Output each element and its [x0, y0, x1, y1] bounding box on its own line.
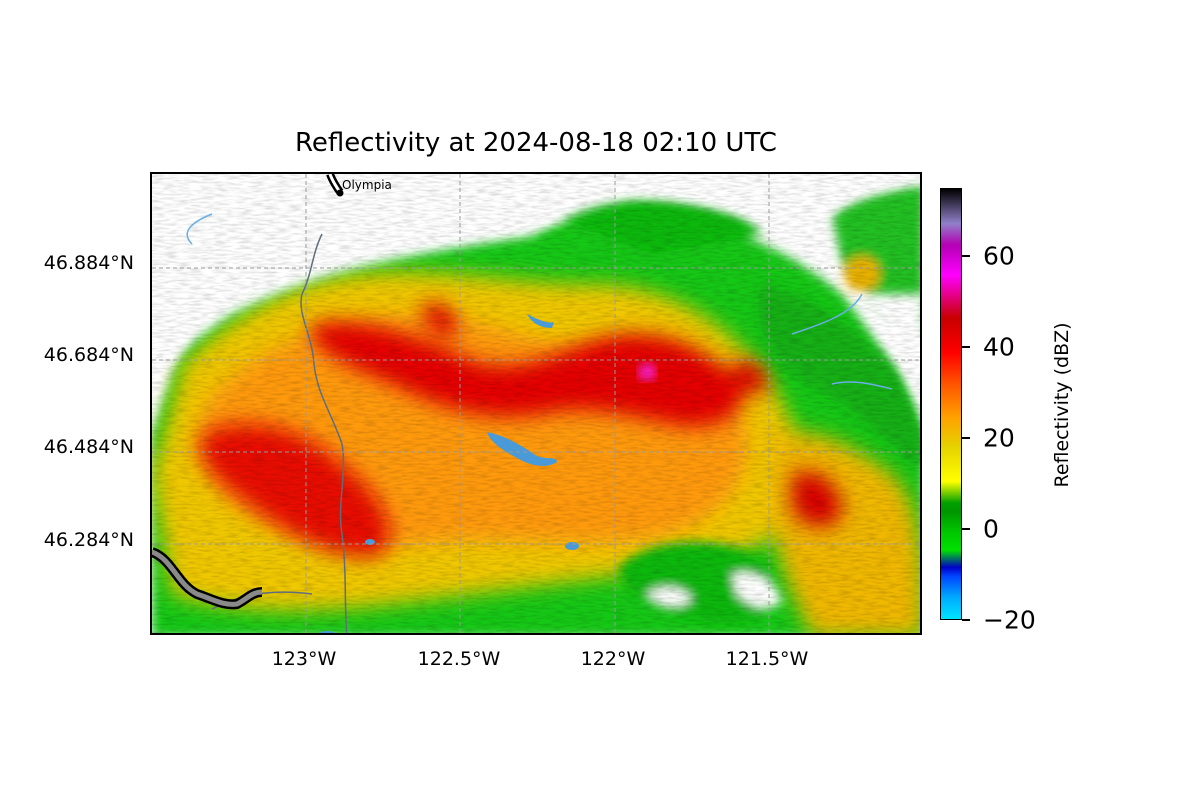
- x-tick-label: 122.5°W: [417, 648, 501, 670]
- colorbar-tick-label: 60: [983, 241, 1015, 271]
- colorbar-tick: [962, 528, 970, 530]
- colorbar-tick-label: 40: [983, 332, 1015, 362]
- colorbar-tick: [962, 255, 970, 257]
- colorbar-tick-label: 0: [983, 514, 999, 544]
- y-tick-label: 46.284°N: [43, 529, 134, 551]
- colorbar-label: Reflectivity (dBZ): [1051, 322, 1073, 488]
- city-label: Olympia: [342, 178, 392, 192]
- city-dot-icon: [336, 189, 344, 197]
- radar-map[interactable]: Olympia: [150, 172, 922, 635]
- y-tick-label: 46.884°N: [43, 252, 134, 274]
- colorbar-tick-label: −20: [983, 605, 1036, 635]
- x-tick-label: 121.5°W: [725, 648, 809, 670]
- colorbar-tick: [962, 346, 970, 348]
- y-tick-label: 46.484°N: [43, 436, 134, 458]
- x-tick-label: 123°W: [271, 648, 337, 670]
- x-tick-label: 122°W: [580, 648, 646, 670]
- colorbar-tick: [962, 619, 970, 621]
- rivers: [186, 213, 893, 390]
- y-tick-label: 46.684°N: [43, 344, 134, 366]
- city-marker-olympia[interactable]: Olympia: [336, 178, 392, 197]
- radar-reflectivity-layer: Olympia: [152, 174, 920, 633]
- gridlines: [152, 174, 920, 633]
- colorbar-tick-label: 20: [983, 423, 1015, 453]
- colorbar-tick: [962, 437, 970, 439]
- colorbar: [940, 188, 962, 620]
- map-title: Reflectivity at 2024-08-18 02:10 UTC: [295, 128, 777, 158]
